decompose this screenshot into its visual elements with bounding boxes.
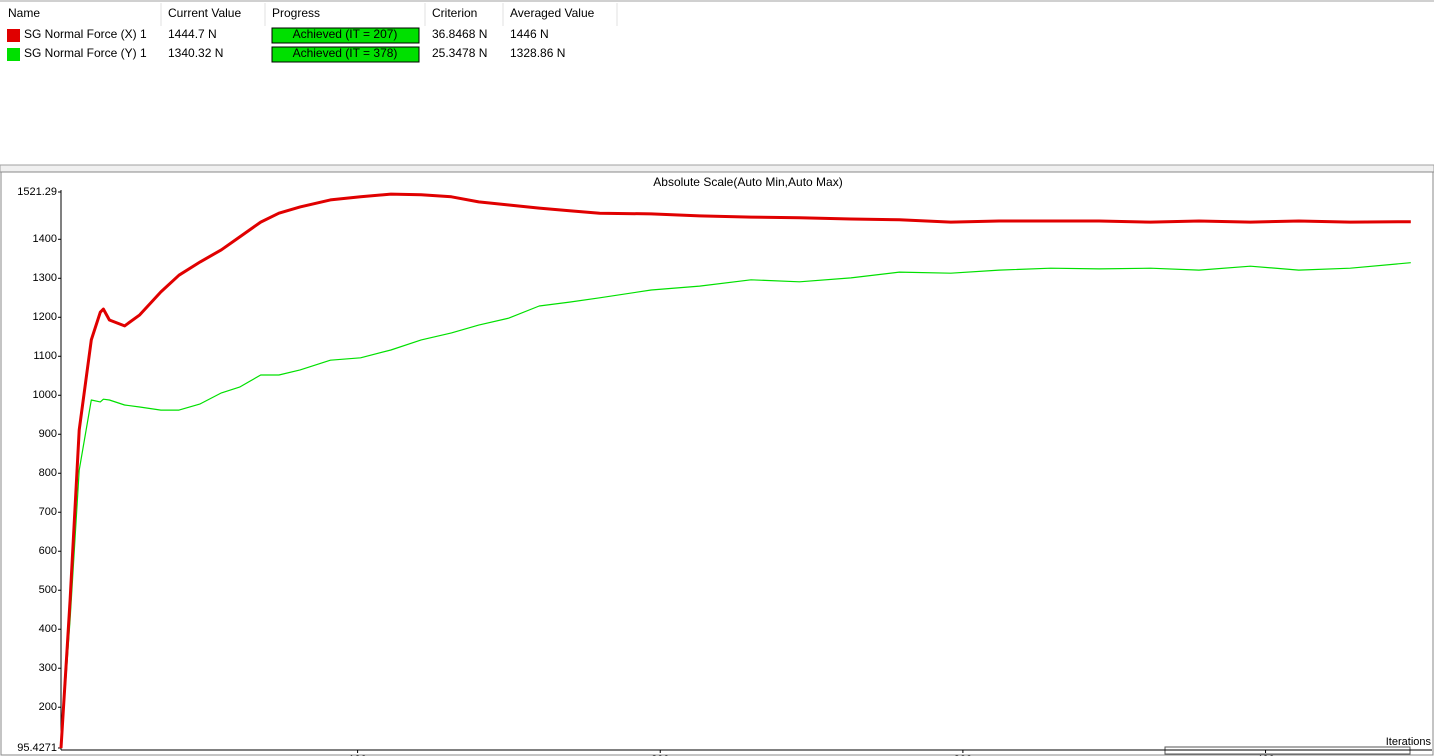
x-tick-label: 100: [348, 754, 366, 756]
y-tick-label: 1521.29: [17, 186, 57, 198]
y-tick-label: 1400: [33, 233, 57, 245]
progress-bar: [271, 27, 420, 44]
criterion: 36.8468 N: [432, 27, 487, 41]
chart-panel: [0, 171, 1434, 756]
progress-text: Achieved (IT = 207): [293, 27, 398, 41]
column-header[interactable]: Progress: [272, 6, 320, 20]
x-tick-label: 400: [1256, 754, 1274, 756]
series-line: [60, 262, 1411, 749]
column-header[interactable]: Averaged Value: [510, 6, 595, 20]
current-value: 1340.32 N: [168, 46, 223, 60]
y-tick-label: 900: [39, 428, 57, 440]
column-header[interactable]: Name: [8, 6, 40, 20]
y-tick-label: 800: [39, 467, 57, 479]
column-header[interactable]: Criterion: [432, 6, 477, 20]
y-tick-label: 1200: [33, 311, 57, 323]
y-tick-label: 700: [39, 506, 57, 518]
row-name[interactable]: SG Normal Force (Y) 1: [24, 46, 147, 60]
column-header[interactable]: Current Value: [168, 6, 241, 20]
color-swatch: [7, 48, 20, 61]
averaged-value: 1446 N: [510, 27, 549, 41]
y-tick-label: 600: [39, 545, 57, 557]
series-line: [59, 192, 1411, 749]
monitor-panel: [0, 0, 1434, 166]
y-tick-label: 95.4271: [17, 742, 57, 754]
current-value: 1444.7 N: [168, 27, 217, 41]
progress-bar: [271, 46, 420, 63]
chart-title: Absolute Scale(Auto Min,Auto Max): [653, 175, 842, 189]
averaged-value: 1328.86 N: [510, 46, 565, 60]
x-tick-label: 300: [954, 754, 972, 756]
y-tick-label: 300: [39, 662, 57, 674]
y-tick-label: 200: [39, 701, 57, 713]
criterion: 25.3478 N: [432, 46, 487, 60]
color-swatch: [7, 29, 20, 42]
y-tick-label: 1300: [33, 272, 57, 284]
x-tick-label: 200: [651, 754, 669, 756]
x-axis-label: Iterations: [1386, 736, 1432, 748]
y-tick-label: 400: [39, 623, 57, 635]
row-name[interactable]: SG Normal Force (X) 1: [24, 27, 147, 41]
y-tick-label: 500: [39, 584, 57, 596]
y-tick-label: 1000: [33, 389, 57, 401]
y-tick-label: 1100: [33, 350, 57, 362]
splitter[interactable]: [0, 164, 1434, 173]
progress-text: Achieved (IT = 378): [293, 46, 398, 60]
